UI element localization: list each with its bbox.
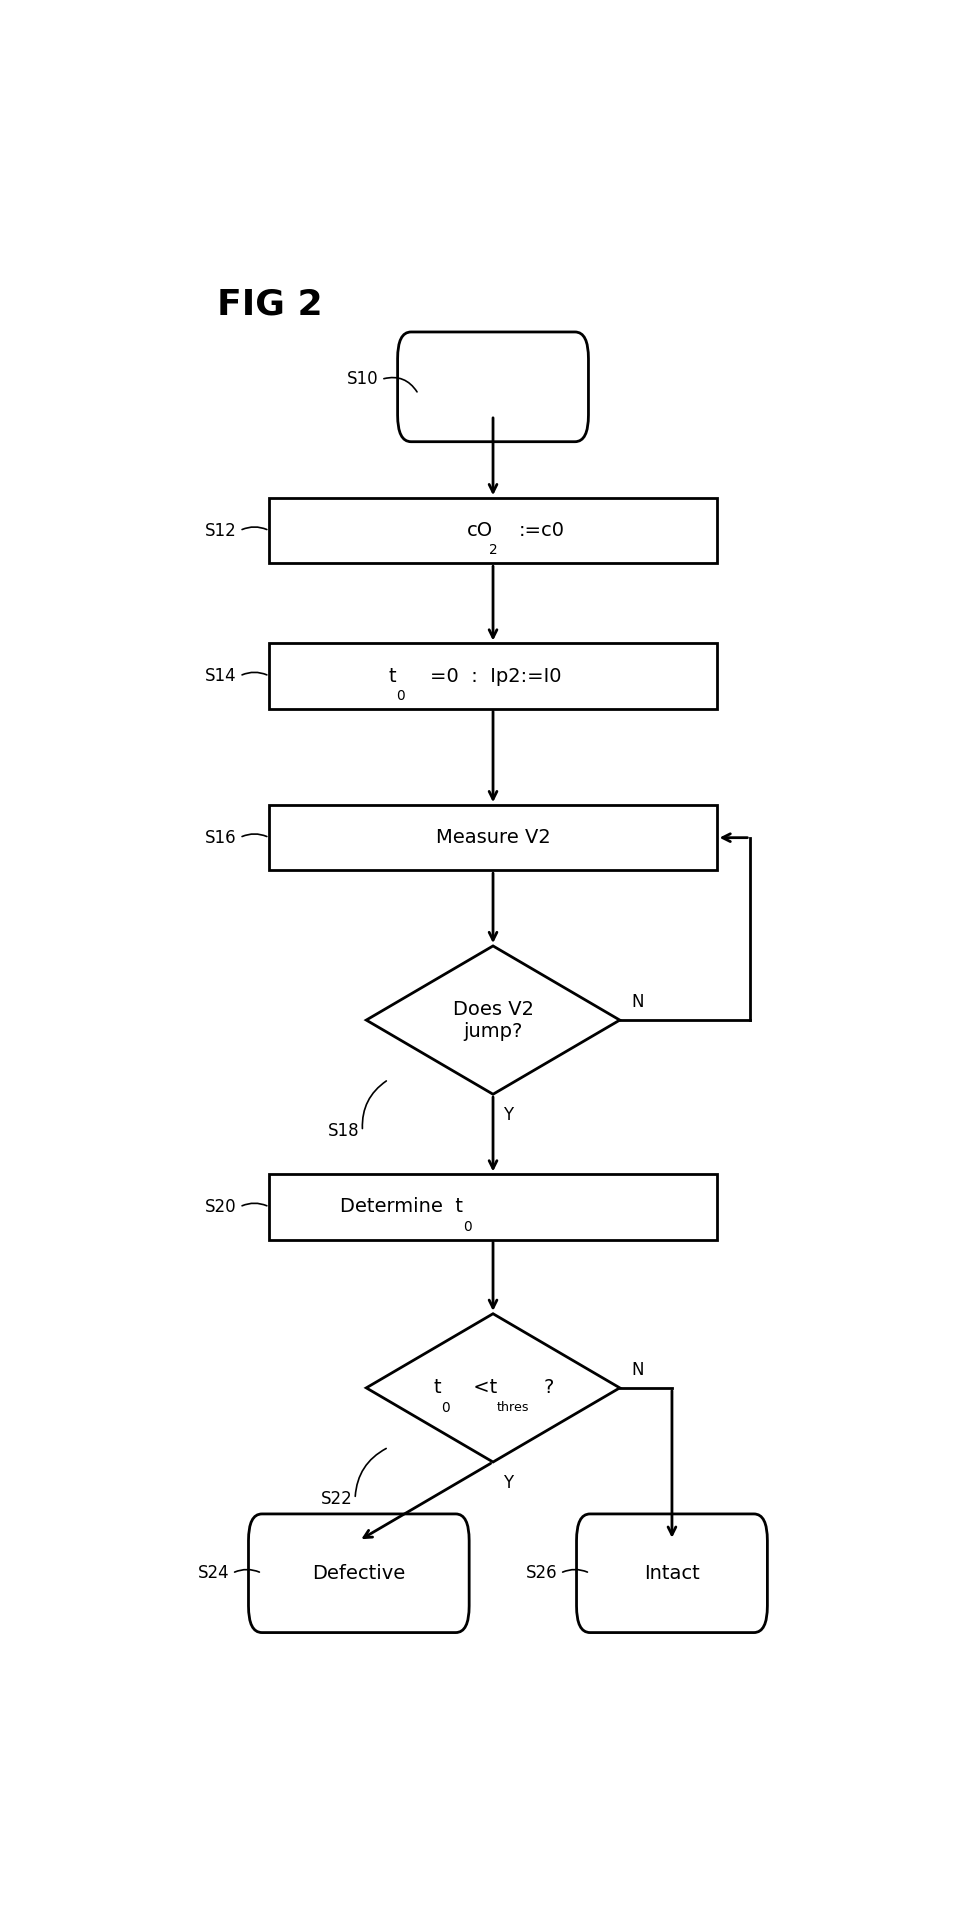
Text: S14: S14 (205, 666, 236, 686)
Polygon shape (366, 946, 619, 1094)
Text: S26: S26 (525, 1564, 556, 1583)
Text: <t: <t (466, 1379, 497, 1398)
Text: 0: 0 (440, 1402, 449, 1416)
Text: N: N (630, 994, 643, 1011)
Text: :=c0: :=c0 (519, 522, 564, 539)
Text: S12: S12 (205, 522, 236, 539)
Text: cO: cO (466, 522, 492, 539)
Text: Does V2
jump?: Does V2 jump? (452, 1000, 533, 1040)
Text: Intact: Intact (644, 1564, 699, 1583)
Polygon shape (366, 1314, 619, 1462)
Text: S16: S16 (205, 828, 236, 847)
Text: thres: thres (496, 1402, 529, 1414)
Text: 0: 0 (396, 690, 405, 703)
Bar (269, 805, 716, 871)
Bar (269, 499, 716, 562)
Text: S18: S18 (328, 1123, 359, 1140)
Text: S10: S10 (346, 370, 378, 389)
Text: N: N (630, 1362, 643, 1379)
Text: t: t (432, 1379, 440, 1398)
Text: Defective: Defective (312, 1564, 405, 1583)
Text: S24: S24 (197, 1564, 229, 1583)
Text: 0: 0 (463, 1221, 471, 1235)
Text: ?: ? (543, 1379, 554, 1398)
FancyBboxPatch shape (576, 1514, 767, 1633)
Text: =0  :  Ip2:=I0: =0 : Ip2:=I0 (430, 666, 560, 686)
Text: S20: S20 (205, 1198, 236, 1215)
FancyBboxPatch shape (397, 331, 588, 441)
Text: S22: S22 (320, 1491, 352, 1508)
FancyBboxPatch shape (248, 1514, 469, 1633)
Text: 2: 2 (489, 543, 498, 557)
Bar (269, 643, 716, 709)
Text: Y: Y (503, 1106, 512, 1125)
Text: Determine  t: Determine t (340, 1198, 463, 1217)
Text: Y: Y (503, 1473, 512, 1493)
Text: Measure V2: Measure V2 (435, 828, 550, 847)
Text: FIG 2: FIG 2 (217, 287, 323, 322)
Text: t: t (388, 666, 396, 686)
Bar (269, 1175, 716, 1240)
